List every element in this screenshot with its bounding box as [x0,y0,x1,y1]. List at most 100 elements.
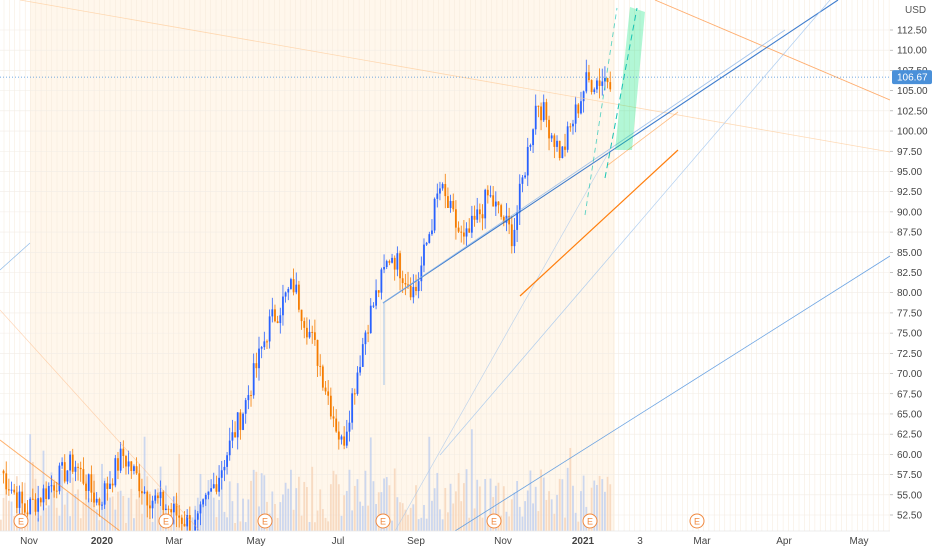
candle-body [196,513,199,520]
time-tick-label: Jul [332,536,345,547]
volume-bar [10,501,13,531]
volume-bar [29,434,32,531]
candle-body [111,483,114,486]
candle-body [324,387,327,392]
volume-bar [484,479,487,531]
candle-body [508,215,511,225]
candle-body [540,106,542,121]
candle-body [167,508,170,510]
price-candles [2,59,612,541]
price-tick-label: 92.50 [897,187,922,198]
price-tick-label: 62.50 [897,430,922,441]
volume-bar [63,504,66,531]
candle-body [574,104,577,124]
candle-body [604,78,606,82]
candle-body [420,265,423,282]
volume-bar [516,481,519,531]
trend-line [19,0,891,153]
volume-bar [593,480,596,531]
projection-line [584,7,618,216]
volume-bar [223,511,226,531]
candle-body [492,195,495,207]
earnings-marker-circle [13,513,29,529]
volume-bar [457,473,460,531]
volume-bar [343,495,346,531]
trend-lines[interactable] [0,0,891,532]
candle-body [564,146,566,150]
volume-bar [50,472,53,531]
candle-body [239,412,242,430]
volume-bar [130,488,133,531]
volume-bar [55,507,58,531]
volume-bar [143,436,146,531]
candle-body [125,456,127,467]
volume-bar [53,479,56,531]
time-tick-label: May [850,536,869,547]
candle-body [566,126,569,150]
volume-bar [441,519,444,531]
time-axis-bg [0,531,890,550]
candle-body [353,393,356,395]
candle-body [66,470,69,482]
volume-bar [364,470,367,531]
volume-bar [356,479,359,531]
earnings-marker[interactable]: E [13,513,29,529]
volume-bar [526,490,529,531]
trend-line [0,242,31,271]
candle-body [247,395,250,401]
candle-body [372,305,375,307]
candle-body [548,119,550,139]
earnings-marker[interactable]: E [257,513,273,529]
volume-bar [529,470,532,531]
candle-body [244,400,247,414]
volume-bar [409,507,412,531]
earnings-marker[interactable]: E [582,513,598,529]
volume-bar [252,469,255,531]
volume-bar [335,474,338,531]
earnings-marker[interactable]: E [158,513,174,529]
volume-bar [210,489,213,531]
candle-body [95,498,98,503]
price-axis-bg [890,0,932,550]
candle-body [151,500,154,509]
volume-bar [375,504,377,531]
candle-body [412,286,415,298]
candle-body [345,431,348,446]
candle-body [319,365,322,367]
candle-body [316,339,319,366]
volume-bar [513,492,516,531]
candle-body [377,290,380,293]
price-tick-label: 90.00 [897,207,922,218]
candle-body [335,418,338,432]
candle-body [127,461,130,467]
candle-body [242,413,244,430]
candle-body [399,253,401,279]
earnings-marker[interactable]: E [486,513,502,529]
candle-body [45,488,48,500]
candle-body [276,321,279,324]
trend-line [454,255,891,532]
price-tick-label: 95.00 [897,167,922,178]
volume-bar [234,522,236,531]
earnings-marker[interactable]: E [689,513,705,529]
candle-body [572,123,574,127]
candle-body [260,347,263,349]
time-tick-label: Nov [494,536,512,547]
volume-bar [433,488,436,531]
candle-body [396,253,399,270]
candle-body [143,491,146,494]
earnings-marker[interactable]: E [375,513,391,529]
volume-bar [415,485,417,531]
candle-body [468,228,471,233]
volume-bar [444,487,447,531]
volume-bar [306,487,308,531]
candle-body [545,102,548,120]
candle-body [85,483,87,491]
volume-bar [7,500,10,531]
volume-bar [521,516,524,531]
volume-bar [231,501,234,531]
volume-bar [590,487,593,531]
